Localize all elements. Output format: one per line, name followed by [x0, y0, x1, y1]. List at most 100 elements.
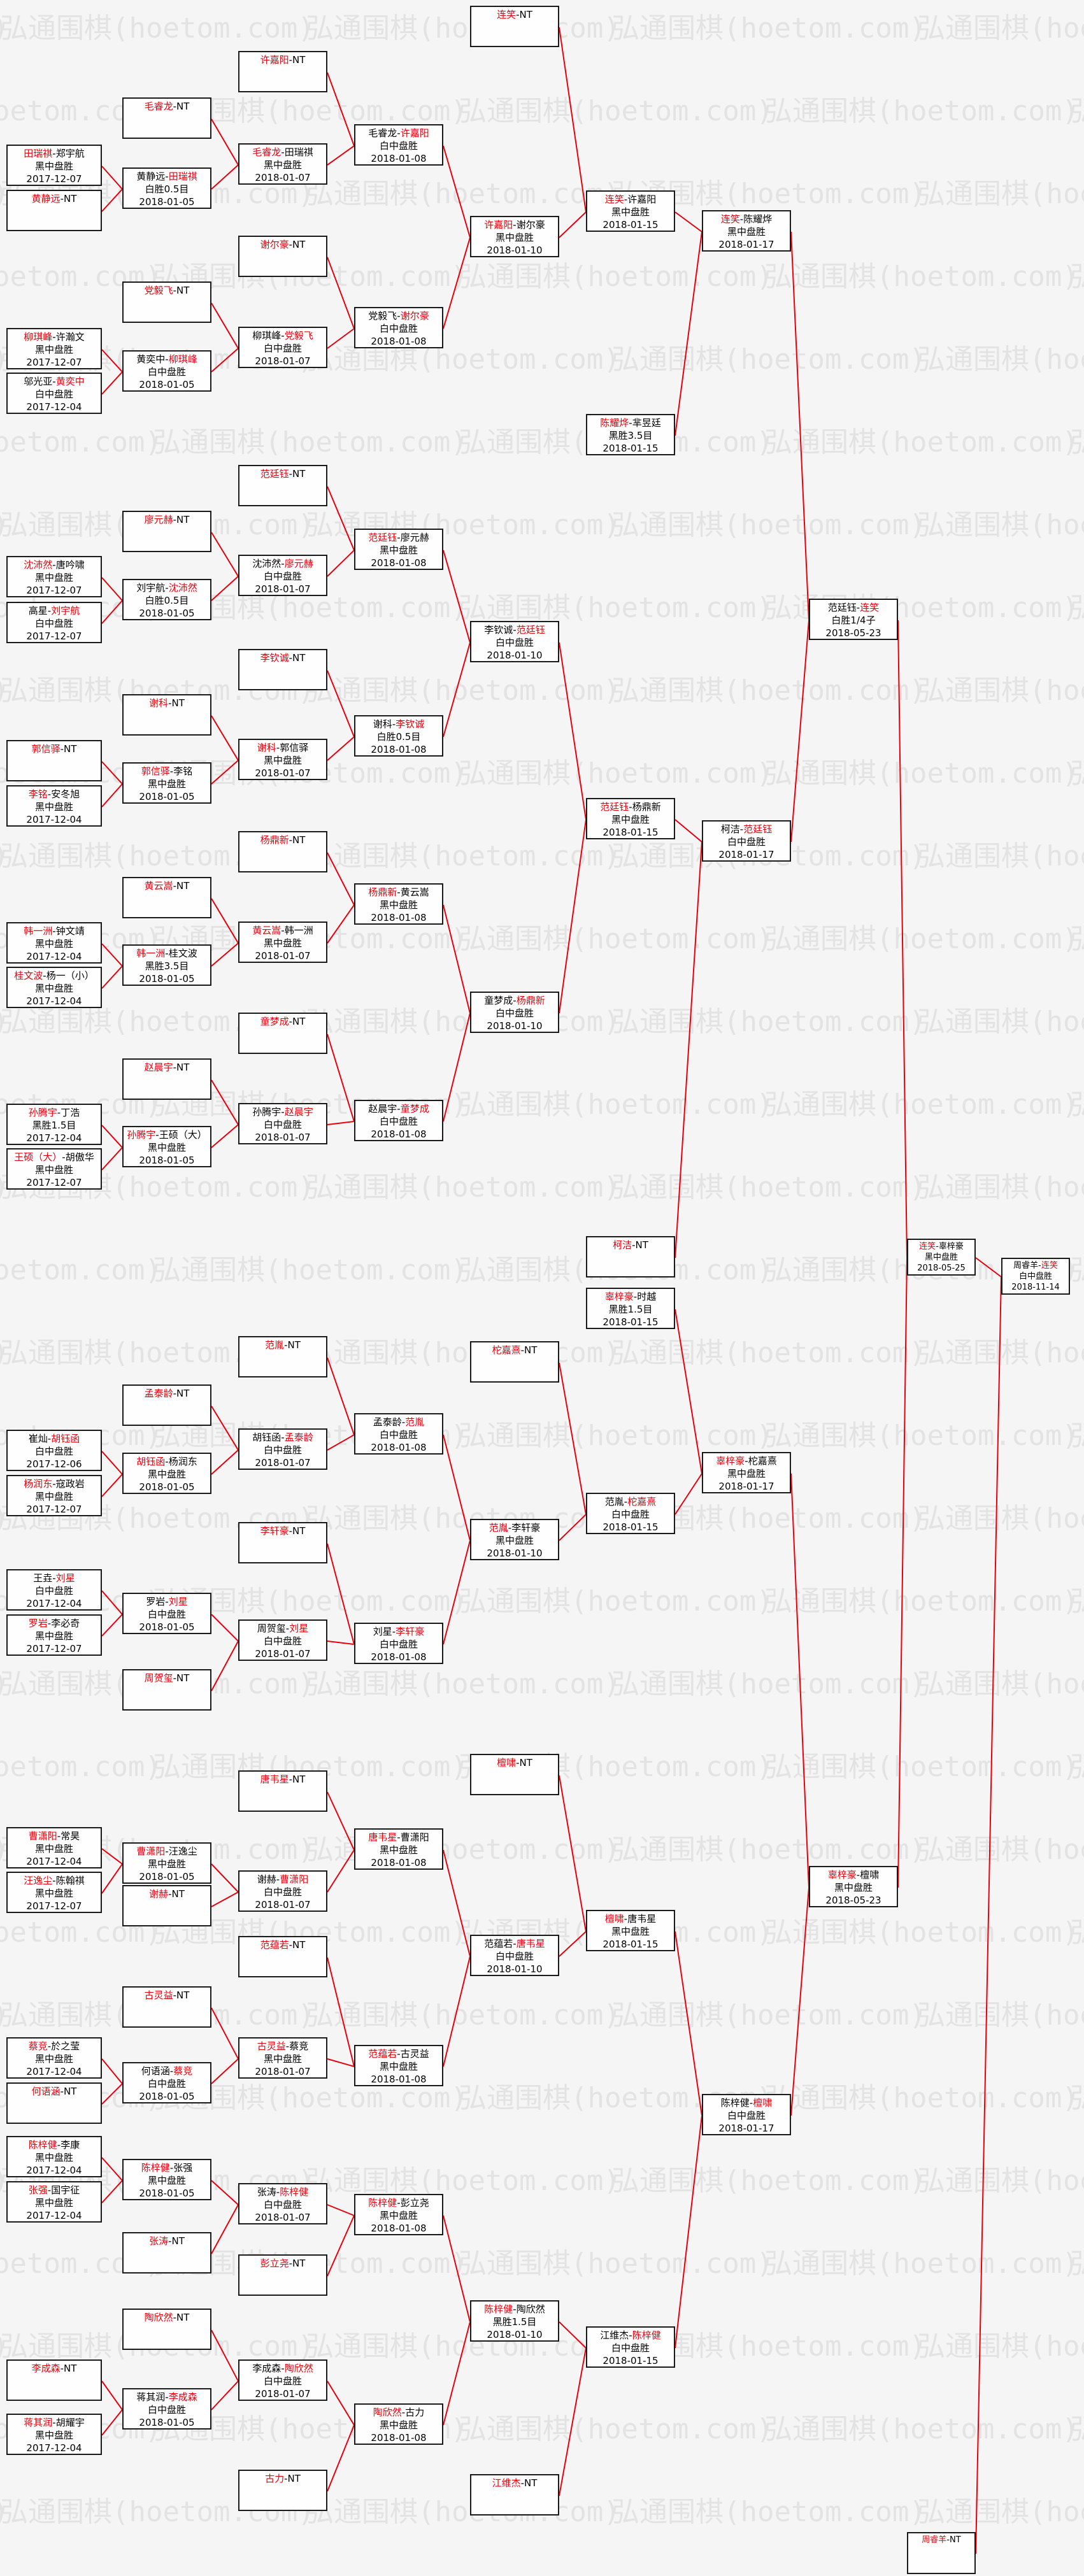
match-box[interactable]: 何语涵-蔡竞 白中盘胜 2018-01-05	[122, 2062, 211, 2103]
match-box[interactable]: 孙腾宇-丁浩 黑胜1.5目 2017-12-04	[6, 1104, 102, 1145]
match-box[interactable]: 刘星-李轩豪 白中盘胜 2018-01-08	[354, 1623, 443, 1664]
player-separator: -	[516, 1757, 520, 1768]
player-left: 李铭	[28, 788, 48, 800]
match-box[interactable]: 陈梓健-李康 黑中盘胜 2017-12-04	[6, 2136, 102, 2177]
match-box[interactable]: 谢科-李钦诚 白胜0.5目 2018-01-08	[354, 715, 443, 757]
match-box[interactable]: 桂文波-杨一（小） 黑中盘胜 2017-12-04	[6, 967, 102, 1008]
match-box[interactable]: 孙腾宇-赵晨宇 白中盘胜 2018-01-07	[238, 1103, 327, 1144]
player-left: 罗岩	[146, 1596, 166, 1607]
match-box[interactable]: 杨润东-寇政岩 黑中盘胜 2017-12-07	[6, 1475, 102, 1516]
match-box[interactable]: 李铭-安冬旭 黑中盘胜 2017-12-04	[6, 785, 102, 827]
match-box[interactable]: 辜梓豪-时越 黑胜1.5目 2018-01-15	[586, 1288, 675, 1329]
match-box[interactable]: 蔡竞-於之莹 黑中盘胜 2017-12-04	[6, 2037, 102, 2079]
match-box[interactable]: 沈沛然-唐吟啸 黑中盘胜 2017-12-07	[6, 556, 102, 597]
match-box[interactable]: 连笑-辜梓豪 黑中盘胜 2018-05-25	[907, 1239, 976, 1276]
match-players: 杨润东-寇政岩	[8, 1477, 101, 1490]
bye-label: NT	[950, 2535, 961, 2545]
match-result: 黑中盘胜	[34, 1630, 73, 1642]
match-box[interactable]: 胡钰函-孟泰龄 白中盘胜 2018-01-07	[238, 1428, 327, 1470]
match-box[interactable]: 陈耀烨-芈昱廷 黑胜3.5目 2018-01-15	[586, 414, 675, 455]
match-box[interactable]: 范廷钰-杨鼎新 黑中盘胜 2018-01-15	[586, 798, 675, 839]
match-box[interactable]: 张强-国宇征 黑中盘胜 2017-12-04	[6, 2181, 102, 2223]
match-box[interactable]: 范蕴若-古灵益 黑中盘胜 2018-01-08	[354, 2045, 443, 2086]
match-box[interactable]: 罗岩-李必奇 黑中盘胜 2017-12-07	[6, 1614, 102, 1656]
match-box[interactable]: 范胤-柁嘉熹 白中盘胜 2018-01-15	[586, 1493, 675, 1534]
match-box[interactable]: 陈梓健-陶欣然 黑胜1.5目 2018-01-10	[470, 2300, 559, 2342]
match-box[interactable]: 杨鼎新-黄云嵩 黑中盘胜 2018-01-08	[354, 883, 443, 925]
match-box[interactable]: 柯洁-范廷钰 白中盘胜 2018-01-17	[702, 820, 791, 862]
match-box[interactable]: 崔灿-胡钰函 白中盘胜 2017-12-06	[6, 1430, 102, 1471]
match-box[interactable]: 陈梓健-檀啸 白中盘胜 2018-01-17	[702, 2094, 791, 2135]
match-box[interactable]: 党毅飞-谢尔豪 白中盘胜 2018-01-08	[354, 307, 443, 348]
match-box[interactable]: 谢科-郭信驿 黑中盘胜 2018-01-07	[238, 739, 327, 780]
match-box[interactable]: 连笑-许嘉阳 黑中盘胜 2018-01-15	[586, 190, 675, 232]
match-box[interactable]: 孙腾宇-王硕（大） 黑中盘胜 2018-01-05	[122, 1126, 211, 1167]
match-box[interactable]: 范廷钰-廖元赫 黑中盘胜 2018-01-08	[354, 529, 443, 570]
match-box[interactable]: 李钦诚-范廷钰 白中盘胜 2018-01-10	[470, 621, 559, 662]
match-result: 黑中盘胜	[611, 814, 650, 825]
match-box[interactable]: 汪逸尘-陈翰祺 黑中盘胜 2017-12-07	[6, 1872, 102, 1913]
match-box[interactable]: 高星-刘宇航 白中盘胜 2017-12-07	[6, 602, 102, 643]
match-result: 白中盘胜	[263, 2375, 302, 2387]
match-players: 连笑-许嘉阳	[587, 193, 674, 206]
match-box[interactable]: 胡钰函-杨润东 黑中盘胜 2018-01-05	[122, 1453, 211, 1494]
match-box[interactable]: 韩一洲-桂文波 黑胜3.5目 2018-01-05	[122, 944, 211, 986]
match-box[interactable]: 刘宇航-沈沛然 白胜0.5目 2018-01-05	[122, 579, 211, 620]
match-players: 李钦诚-范廷钰	[471, 623, 558, 636]
match-box[interactable]: 范胤-李轩豪 黑中盘胜 2018-01-10	[470, 1519, 559, 1560]
match-box[interactable]: 江维杰-陈梓健 白中盘胜 2018-01-15	[586, 2326, 675, 2368]
match-box[interactable]: 蒋其润-李成森 白中盘胜 2018-01-05	[122, 2388, 211, 2430]
match-box[interactable]: 田瑞祺-郑宇航 黑中盘胜 2017-12-07	[6, 145, 102, 186]
match-box[interactable]: 童梦成-杨鼎新 白中盘胜 2018-01-10	[470, 992, 559, 1033]
match-box[interactable]: 曹潇阳-常昊 黑中盘胜 2017-12-04	[6, 1827, 102, 1868]
match-date: 2018-01-10	[487, 1963, 543, 1975]
match-box[interactable]: 罗岩-刘星 白中盘胜 2018-01-05	[122, 1593, 211, 1634]
match-players: 周睿羊-NT	[908, 2535, 974, 2545]
match-date: 2017-12-04	[26, 2442, 82, 2454]
match-box[interactable]: 孟泰龄-范胤 白中盘胜 2018-01-08	[354, 1413, 443, 1455]
match-date: 2017-12-04	[26, 1856, 82, 1867]
match-box[interactable]: 黄云嵩-韩一洲 黑中盘胜 2018-01-07	[238, 922, 327, 963]
match-box[interactable]: 蒋其润-胡耀宇 黑中盘胜 2017-12-04	[6, 2414, 102, 2455]
match-box[interactable]: 韩一洲-钟文靖 黑中盘胜 2017-12-04	[6, 922, 102, 964]
bye-label: NT	[171, 697, 185, 709]
match-box[interactable]: 沈沛然-廖元赫 白中盘胜 2018-01-07	[238, 555, 327, 596]
match-box[interactable]: 黄奕中-柳琪峰 白中盘胜 2018-01-05	[122, 350, 211, 392]
match-box[interactable]: 陶欣然-古力 黑中盘胜 2018-01-08	[354, 2403, 443, 2445]
match-box[interactable]: 陈梓健-彭立尧 黑中盘胜 2018-01-08	[354, 2194, 443, 2235]
match-box[interactable]: 毛睿龙-田瑞祺 黑中盘胜 2018-01-07	[238, 143, 327, 185]
match-date: 2018-01-15	[603, 827, 659, 838]
watermark-text: 弘通围棋(hoetom.com)	[306, 1668, 620, 1700]
match-box[interactable]: 黄静远-田瑞祺 白胜0.5目 2018-01-05	[122, 167, 211, 209]
match-box[interactable]: 赵晨宇-童梦成 白中盘胜 2018-01-08	[354, 1100, 443, 1141]
watermark-text: 弘通围棋(hoetom.com)	[306, 12, 620, 45]
match-box[interactable]: 陈梓健-张强 黑中盘胜 2018-01-05	[122, 2159, 211, 2200]
match-box[interactable]: 曹潇阳-汪逸尘 黑中盘胜 2018-01-05	[122, 1842, 211, 1884]
match-box[interactable]: 范廷钰-连笑 白胜1/4子 2018-05-23	[809, 599, 898, 640]
match-box[interactable]: 唐韦星-曹潇阳 黑中盘胜 2018-01-08	[354, 1828, 443, 1870]
match-box[interactable]: 李成森-陶欣然 白中盘胜 2018-01-07	[238, 2359, 327, 2401]
match-box[interactable]: 邬光亚-黄奕中 白中盘胜 2017-12-04	[6, 373, 102, 414]
player-right: 柁嘉熹	[748, 1455, 777, 1467]
match-box[interactable]: 王垚-刘星 白中盘胜 2017-12-04	[6, 1569, 102, 1611]
match-box[interactable]: 周贺玺-刘星 白中盘胜 2018-01-07	[238, 1619, 327, 1661]
player-separator: -	[856, 602, 860, 613]
match-box[interactable]: 许嘉阳-谢尔豪 黑中盘胜 2018-01-10	[470, 216, 559, 257]
match-box[interactable]: 王硕（大）-胡傲华 黑中盘胜 2017-12-07	[6, 1148, 102, 1190]
match-box[interactable]: 范蕴若-唐韦星 白中盘胜 2018-01-10	[470, 1935, 559, 1976]
match-players: 孙腾宇-丁浩	[8, 1106, 101, 1119]
match-box[interactable]: 周睿羊-连笑 白中盘胜 2018-11-14	[1001, 1258, 1070, 1295]
match-box[interactable]: 辜梓豪-柁嘉熹 黑中盘胜 2018-01-17	[702, 1452, 791, 1493]
match-box[interactable]: 连笑-陈耀烨 黑中盘胜 2018-01-17	[702, 210, 791, 252]
match-result: 白中盘胜	[611, 1509, 650, 1520]
match-box[interactable]: 谢赫-曹潇阳 白中盘胜 2018-01-07	[238, 1870, 327, 1912]
match-box[interactable]: 柳琪峰-党毅飞 白中盘胜 2018-01-07	[238, 327, 327, 368]
match-box[interactable]: 辜梓豪-檀啸 黑中盘胜 2018-05-23	[809, 1866, 898, 1907]
match-box[interactable]: 檀啸-唐韦星 黑中盘胜 2018-01-15	[586, 1910, 675, 1951]
match-box[interactable]: 郭信驿-李铭 黑中盘胜 2018-01-05	[122, 762, 211, 804]
match-box[interactable]: 毛睿龙-许嘉阳 白中盘胜 2018-01-08	[354, 124, 443, 166]
match-box[interactable]: 古灵益-蔡竞 黑中盘胜 2018-01-07	[238, 2037, 327, 2079]
bye-box: 赵晨宇-NT	[122, 1058, 211, 1100]
match-box[interactable]: 张涛-陈梓健 白中盘胜 2018-01-07	[238, 2183, 327, 2224]
match-box[interactable]: 柳琪峰-许瀚文 黑中盘胜 2017-12-07	[6, 328, 102, 369]
